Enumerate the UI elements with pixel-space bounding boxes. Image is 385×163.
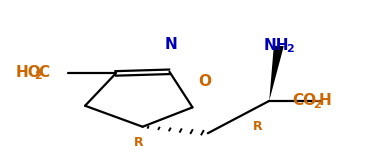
Text: C: C <box>38 65 49 80</box>
Text: H: H <box>318 93 331 108</box>
Text: O: O <box>198 74 211 89</box>
Text: R: R <box>253 120 263 133</box>
Text: CO: CO <box>292 93 316 108</box>
Text: NH: NH <box>263 38 289 53</box>
Text: HO: HO <box>16 65 42 80</box>
Text: N: N <box>165 37 178 52</box>
Text: 2: 2 <box>34 71 42 81</box>
Polygon shape <box>269 46 284 101</box>
Text: 2: 2 <box>313 100 321 110</box>
Text: 2: 2 <box>286 44 294 54</box>
Text: R: R <box>134 136 144 149</box>
